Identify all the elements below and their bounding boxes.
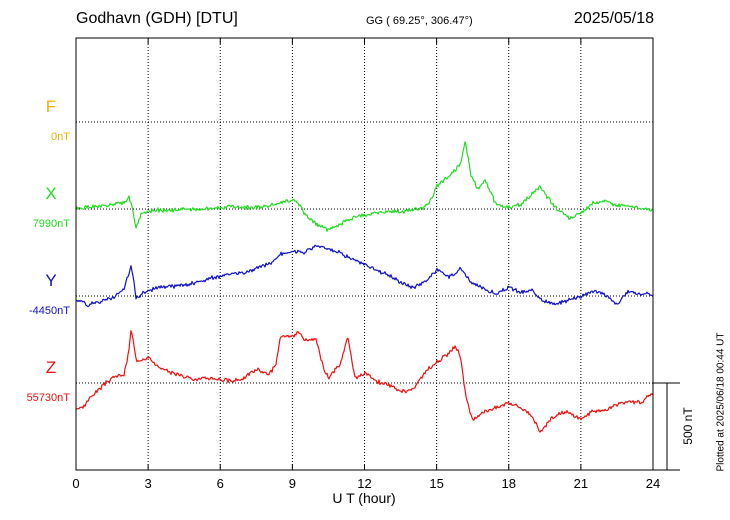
- x-tick-label: 24: [646, 476, 660, 491]
- series-name-Z: Z: [46, 358, 56, 377]
- series-name-X: X: [45, 184, 56, 203]
- record-date: 2025/05/18: [573, 10, 654, 27]
- x-tick-label: 6: [217, 476, 224, 491]
- x-tick-label: 3: [145, 476, 152, 491]
- station-coords: GG ( 69.25°, 306.47°): [366, 15, 473, 27]
- series-name-Y: Y: [45, 271, 56, 290]
- series-line-Z: [75, 330, 654, 433]
- series-baseline-F: 0nT: [51, 131, 70, 143]
- x-tick-label: 0: [72, 476, 79, 491]
- plotted-note: Plotted at 2025/06/18 00:44 UT: [715, 333, 726, 472]
- station-title: Godhavn (GDH) [DTU]: [76, 10, 238, 27]
- x-tick-label: 21: [574, 476, 588, 491]
- scale-bar: 500 nT: [653, 382, 695, 471]
- series-baseline-X: 7990nT: [33, 218, 71, 230]
- labels-layer: F 0nT X 7990nT Y -4450nT Z 55730nT: [27, 97, 71, 404]
- series-baseline-Z: 55730nT: [27, 392, 71, 404]
- series-line-X: [75, 141, 654, 232]
- x-tick-label: 18: [502, 476, 516, 491]
- x-tick-label: 12: [357, 476, 371, 491]
- series-layer: [75, 141, 654, 433]
- x-axis-label: U T (hour): [332, 490, 395, 506]
- x-tick-label: 9: [289, 476, 296, 491]
- series-line-Y: [75, 244, 654, 308]
- series-baseline-Y: -4450nT: [29, 305, 70, 317]
- plot-frame: [75, 37, 654, 471]
- series-name-F: F: [46, 97, 56, 116]
- x-tick-label: 15: [429, 476, 443, 491]
- grid: [76, 38, 653, 470]
- scale-bar-label: 500 nT: [681, 407, 695, 445]
